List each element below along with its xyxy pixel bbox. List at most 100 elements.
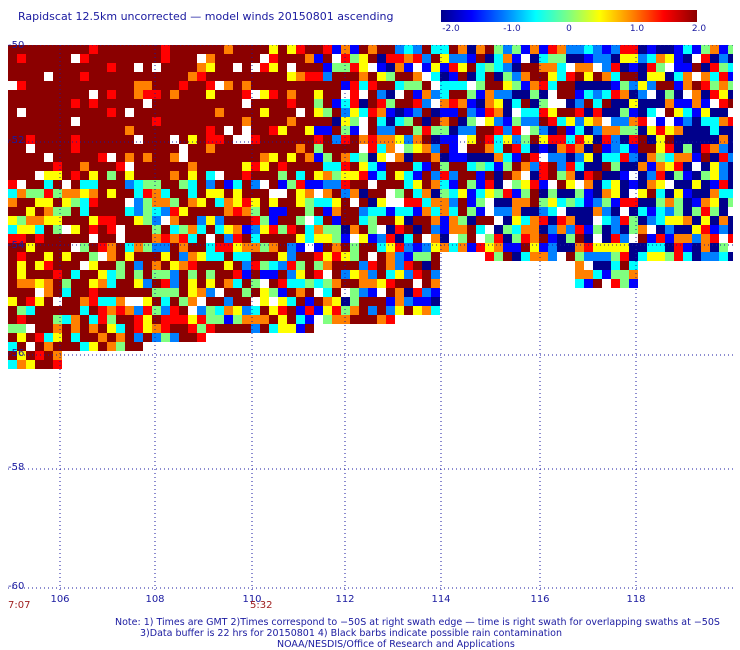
wind-cell [269, 135, 278, 144]
wind-cell [467, 90, 476, 99]
wind-cell [206, 54, 215, 63]
wind-cell [233, 225, 242, 234]
wind-cell [107, 333, 116, 342]
wind-cell [206, 108, 215, 117]
wind-cell [179, 81, 188, 90]
wind-cell [62, 135, 71, 144]
wind-cell [107, 135, 116, 144]
wind-cell [485, 243, 494, 252]
wind-cell [530, 180, 539, 189]
wind-cell [17, 333, 26, 342]
wind-cell [413, 270, 422, 279]
wind-cell [35, 216, 44, 225]
wind-cell [71, 171, 80, 180]
wind-cell [323, 54, 332, 63]
wind-cell [548, 171, 557, 180]
wind-cell [62, 99, 71, 108]
wind-cell [467, 144, 476, 153]
wind-cell [134, 324, 143, 333]
wind-cell [629, 216, 638, 225]
wind-difference-map[interactable] [8, 45, 733, 590]
wind-cell [233, 99, 242, 108]
wind-cell [215, 54, 224, 63]
wind-cell [566, 117, 575, 126]
wind-cell [557, 72, 566, 81]
wind-cell [386, 72, 395, 81]
wind-cell [161, 135, 170, 144]
wind-cell [611, 63, 620, 72]
wind-cell [530, 171, 539, 180]
wind-cell [143, 126, 152, 135]
wind-cell [539, 171, 548, 180]
wind-cell [62, 117, 71, 126]
wind-cell [116, 180, 125, 189]
wind-cell [53, 180, 62, 189]
wind-cell [323, 225, 332, 234]
wind-cell [521, 45, 530, 54]
wind-cell [89, 162, 98, 171]
wind-cell [305, 225, 314, 234]
wind-cell [197, 234, 206, 243]
wind-cell [611, 45, 620, 54]
wind-cell [260, 189, 269, 198]
wind-cell [269, 72, 278, 81]
wind-cell [35, 207, 44, 216]
wind-cell [233, 270, 242, 279]
wind-cell [80, 252, 89, 261]
wind-cell [314, 108, 323, 117]
wind-cell [89, 279, 98, 288]
wind-cell [224, 135, 233, 144]
wind-cell [539, 144, 548, 153]
wind-cell [530, 207, 539, 216]
wind-cell [80, 270, 89, 279]
wind-cell [125, 261, 134, 270]
wind-cell [539, 54, 548, 63]
wind-cell [683, 198, 692, 207]
wind-cell [8, 153, 17, 162]
wind-cell [719, 171, 728, 180]
wind-cell [368, 216, 377, 225]
wind-cell [251, 99, 260, 108]
wind-cell [188, 54, 197, 63]
wind-cell [530, 81, 539, 90]
wind-cell [341, 198, 350, 207]
wind-cell [494, 162, 503, 171]
wind-cell [728, 72, 733, 81]
wind-cell [332, 288, 341, 297]
wind-cell [665, 135, 674, 144]
wind-cell [89, 189, 98, 198]
wind-cell [107, 261, 116, 270]
wind-cell [152, 216, 161, 225]
wind-cell [647, 243, 656, 252]
wind-cell [17, 189, 26, 198]
wind-cell [197, 315, 206, 324]
wind-cell [413, 297, 422, 306]
wind-cell [233, 153, 242, 162]
wind-cell [431, 54, 440, 63]
wind-cell [296, 297, 305, 306]
wind-cell [341, 72, 350, 81]
wind-cell [260, 171, 269, 180]
wind-cell [179, 189, 188, 198]
wind-cell [224, 45, 233, 54]
wind-cell [368, 189, 377, 198]
wind-cell [449, 72, 458, 81]
wind-cell [728, 135, 733, 144]
wind-cell [179, 315, 188, 324]
wind-cell [467, 162, 476, 171]
wind-cell [485, 54, 494, 63]
wind-cell [422, 288, 431, 297]
wind-cell [404, 279, 413, 288]
wind-cell [377, 54, 386, 63]
wind-cell [170, 270, 179, 279]
wind-cell [386, 288, 395, 297]
wind-cell [116, 270, 125, 279]
wind-cell [557, 243, 566, 252]
wind-cell [134, 72, 143, 81]
wind-cell [629, 126, 638, 135]
wind-cell [512, 63, 521, 72]
wind-cell [179, 126, 188, 135]
wind-cell [161, 261, 170, 270]
wind-cell [53, 270, 62, 279]
wind-cell [98, 189, 107, 198]
